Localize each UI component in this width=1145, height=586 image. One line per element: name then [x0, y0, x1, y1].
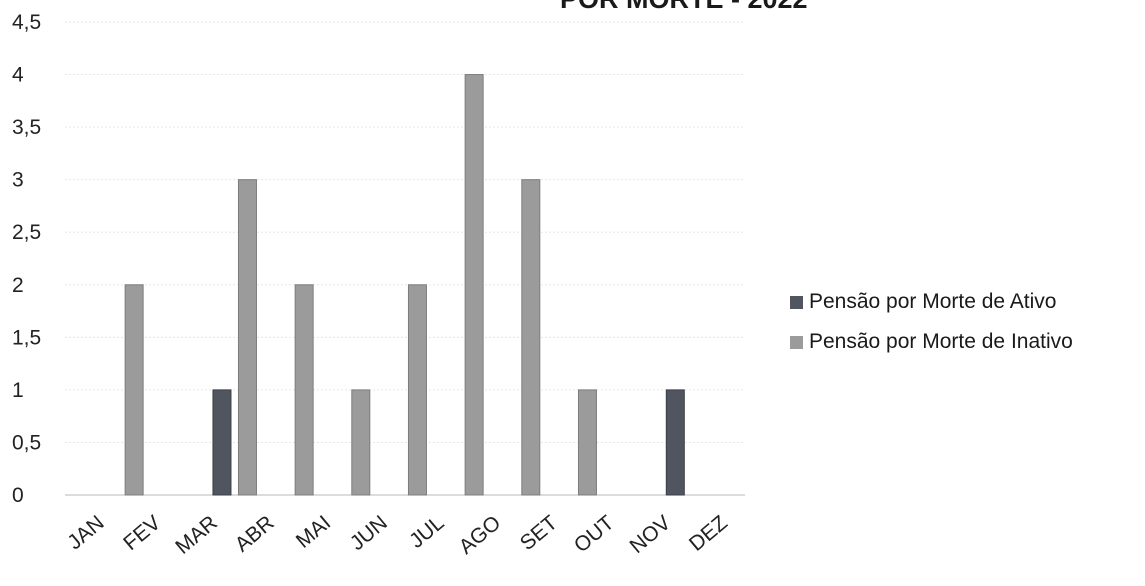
y-tick-label: 1	[12, 379, 24, 402]
x-tick-label: ABR	[231, 511, 279, 556]
bar	[464, 74, 484, 496]
y-tick-label: 2	[12, 274, 24, 297]
x-tick-label: MAR	[171, 511, 222, 559]
y-tick-label: 3	[12, 169, 24, 192]
x-tick-label: MAI	[292, 511, 335, 553]
y-tick-label: 0	[12, 484, 24, 507]
legend-swatch-inativo	[790, 335, 803, 349]
legend-label-ativo: Pensão por Morte de Ativo	[809, 290, 1057, 313]
y-tick-label: 4	[12, 64, 24, 87]
y-tick-label: 3,5	[12, 116, 41, 139]
legend-swatch-ativo	[790, 295, 803, 309]
x-tick-label: NOV	[626, 511, 676, 558]
legend-label-inativo: Pensão por Morte de Inativo	[809, 330, 1073, 353]
bar	[665, 389, 685, 496]
bar	[521, 179, 541, 496]
x-tick-label: SET	[516, 511, 562, 555]
x-tick-label: DEZ	[685, 511, 732, 556]
legend: Pensão por Morte de Ativo Pensão por Mor…	[790, 282, 1073, 362]
y-tick-label: 0,5	[12, 431, 41, 454]
bar	[237, 179, 257, 496]
bar	[294, 284, 314, 496]
bar	[124, 284, 144, 496]
bar	[577, 389, 597, 496]
x-tick-label: OUT	[570, 511, 619, 557]
y-tick-label: 1,5	[12, 326, 41, 349]
y-tick-label: 2,5	[12, 221, 41, 244]
legend-item-ativo: Pensão por Morte de Ativo	[790, 282, 1073, 322]
y-tick-label: 4,5	[12, 11, 41, 34]
legend-item-inativo: Pensão por Morte de Inativo	[790, 322, 1073, 362]
x-tick-label: JUN	[346, 511, 392, 555]
x-tick-label: AGO	[455, 511, 506, 559]
bar	[351, 389, 371, 496]
chart-title: POR MORTE - 2022	[560, 0, 808, 15]
x-tick-label: JAN	[63, 511, 108, 554]
bar	[407, 284, 427, 496]
x-tick-label: FEV	[119, 511, 165, 555]
bar	[212, 389, 232, 496]
x-tick-label: JUL	[405, 511, 448, 553]
